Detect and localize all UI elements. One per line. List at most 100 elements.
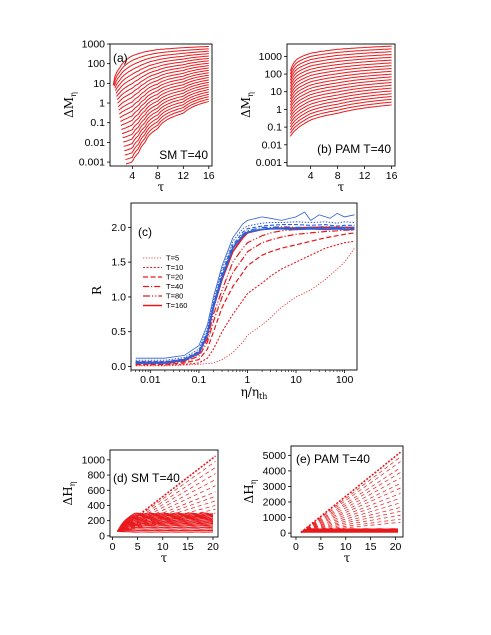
dashed-fan-line <box>117 461 216 532</box>
dashed-fan-line <box>117 455 216 532</box>
panel-annotation: SM T=40 <box>159 148 208 162</box>
curve-line <box>114 53 209 89</box>
curve-line <box>124 93 209 152</box>
x-tick-label: 8 <box>155 170 161 182</box>
curve-line <box>289 73 392 103</box>
x-tick-label: 0.1 <box>192 374 207 386</box>
series-t20 <box>135 232 355 365</box>
curve-line <box>289 51 392 78</box>
saturated-curve <box>117 515 214 532</box>
curve-line <box>116 60 209 97</box>
curve-line <box>120 77 209 123</box>
dashed-fan-line <box>300 461 401 533</box>
x-tick-label: 16 <box>203 170 215 182</box>
curve-group <box>112 46 209 165</box>
saturated-curve <box>117 529 213 532</box>
curve-line <box>289 56 392 84</box>
dashed-fan-line <box>300 483 401 533</box>
y-tick-label: 100 <box>87 58 105 70</box>
panel-label: (c) <box>138 225 152 239</box>
saturated-curve <box>117 523 213 532</box>
plot-frame <box>109 43 213 167</box>
curve-line <box>121 81 209 130</box>
x-axis-label: τ <box>161 551 168 565</box>
x-tick-label: 100 <box>336 374 354 386</box>
y-tick-label: 0 <box>280 528 286 540</box>
y-tick-label: 800 <box>87 470 105 482</box>
y-tick-label: 600 <box>87 485 105 497</box>
y-tick-label: 10 <box>270 86 282 98</box>
y-tick-label: 0.5 <box>111 326 126 338</box>
x-tick-label: 20 <box>207 541 219 553</box>
y-tick-label: 2.0 <box>111 222 126 234</box>
saturated-curve <box>117 518 214 532</box>
curve-line <box>113 50 209 87</box>
curve-line <box>120 79 209 126</box>
x-tick-label: 4 <box>308 170 314 182</box>
dashed-fan-line <box>117 479 216 532</box>
curve-line <box>118 72 209 115</box>
curve-line <box>289 98 392 131</box>
panel-label: (a) <box>113 51 128 65</box>
curve-line <box>117 67 209 108</box>
curve-line <box>289 59 392 87</box>
curve-line <box>289 93 392 125</box>
curve-line <box>289 101 392 134</box>
saturated-curve <box>117 519 214 532</box>
y-tick-label: 1000 <box>82 39 106 51</box>
curve-line <box>123 89 209 143</box>
y-tick-label: 0.1 <box>90 117 105 129</box>
y-tick-label: 0.001 <box>256 157 282 169</box>
curve-line <box>114 55 209 91</box>
curve-group <box>117 455 216 533</box>
curve-line <box>289 54 392 81</box>
saturated-curve <box>117 526 214 532</box>
x-tick-label: 0.01 <box>140 374 161 386</box>
plot-frame <box>130 202 358 371</box>
curve-line <box>123 91 209 147</box>
panel-e-pam-entropy: 0 5 10 15 20 0 1000 2000 3000 4000 5000 τ ΔHη (e) PAM… <box>242 445 404 565</box>
x-tick-label: 20 <box>390 541 402 553</box>
dashed-fan-line <box>300 497 401 533</box>
saturated-curve <box>117 528 214 532</box>
curve-line <box>122 86 209 139</box>
dashed-fan-line <box>300 467 401 533</box>
saturated-curve <box>117 512 214 532</box>
curve-line <box>125 101 209 165</box>
panel-a-sm-magnetization: 4 8 12 16 0.001 0.01 0.1 1 10 100 1000 τ ΔMη (a) SM T=… <box>62 39 215 195</box>
saturated-curve <box>117 517 214 532</box>
y-tick-label: 0.01 <box>85 137 106 149</box>
saturated-curve <box>117 525 214 532</box>
x-axis-label: τ <box>344 551 351 565</box>
x-axis-label: τ <box>338 180 345 194</box>
plot-frame <box>109 449 219 538</box>
curve-line <box>125 98 209 160</box>
y-axis-label: ΔMη <box>62 92 78 118</box>
curve-line <box>289 104 392 137</box>
plot-frame <box>286 43 396 167</box>
curve-line <box>289 90 392 122</box>
x-axis-label: τ <box>158 180 165 194</box>
curve-line <box>289 45 392 72</box>
y-tick-label: 0 <box>99 530 105 542</box>
y-tick-label: 0.0 <box>111 361 126 373</box>
legend-entry: T=10 <box>166 263 183 272</box>
x-axis-label: η/ηth <box>241 385 268 401</box>
curve-line <box>289 79 392 109</box>
saturated-curve <box>117 521 214 532</box>
curve-line <box>113 48 209 86</box>
dashed-fan-line <box>300 451 402 533</box>
panel-label: (d) SM T=40 <box>113 471 180 485</box>
curve-line <box>289 96 392 128</box>
x-tick-label: 0 <box>293 541 299 553</box>
x-tick-label: 8 <box>335 170 341 182</box>
curve-line <box>112 46 209 86</box>
series-t10 <box>135 240 355 366</box>
y-tick-label: 400 <box>87 500 105 512</box>
y-tick-label: 1.5 <box>111 257 126 269</box>
y-tick-label: 100 <box>264 69 282 81</box>
x-tick-label: 12 <box>359 170 371 182</box>
curve-line <box>115 57 209 94</box>
saturated-curve <box>300 528 399 533</box>
